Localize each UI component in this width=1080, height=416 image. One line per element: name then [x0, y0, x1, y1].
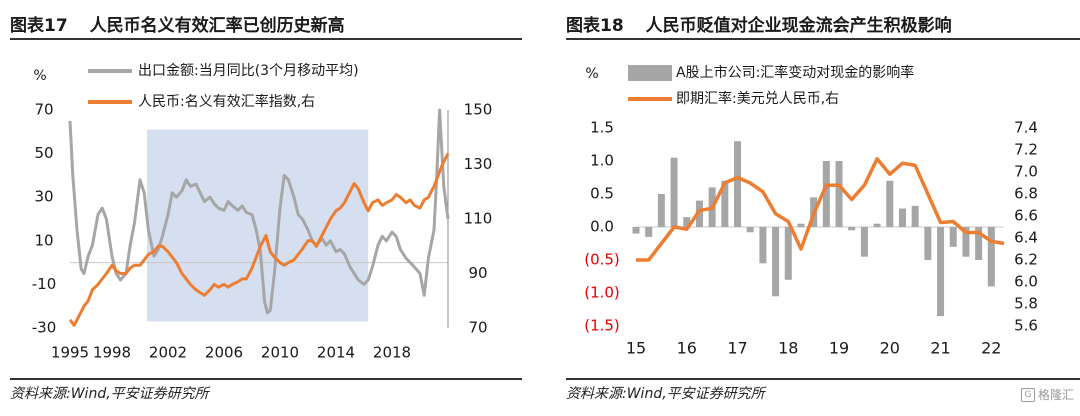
x-tick-label: 21	[930, 339, 950, 358]
y-left-tick-label: -30	[32, 319, 57, 337]
figure-17-panel: 图表17 人民币名义有效汇率已创历史新高 % 70 50 30 10 -10 -30 150 1…	[0, 0, 522, 416]
shaded-period	[147, 129, 369, 322]
fx-impact-bar	[734, 141, 742, 227]
y-right-tick-label: 6.0	[1014, 273, 1038, 291]
legend-label: 人民币:名义有效汇率指数,右	[138, 93, 315, 110]
x-tick-label: 2002	[149, 344, 187, 362]
y-right-tick-label: 5.8	[1014, 295, 1038, 313]
fx-impact-bar	[848, 227, 856, 231]
neer-index-line	[68, 152, 450, 327]
x-tick-label: 16	[677, 339, 697, 358]
fx-impact-bar	[797, 223, 805, 227]
x-tick-label: 1998	[93, 344, 131, 362]
fx-impact-bar	[937, 227, 945, 317]
usdcny-line	[636, 157, 1005, 262]
fx-impact-bar	[987, 227, 995, 287]
y-left-tick-label: 30	[34, 188, 53, 206]
fx-impact-bar	[670, 157, 678, 227]
x-tick-label: 2006	[205, 344, 243, 362]
fx-impact-bar	[962, 227, 970, 257]
x-tick-label: 1995	[51, 344, 89, 362]
y-right-tick-label: 130	[464, 155, 493, 173]
watermark-logo-icon: G	[1020, 387, 1035, 402]
y-left-tick-label: (1.0)	[584, 284, 620, 302]
legend-label: A股上市公司:汇率变动对现金的影响率	[676, 64, 914, 81]
y-left-tick-label: 70	[34, 101, 53, 119]
fx-impact-bar	[835, 161, 843, 227]
x-tick-label: 2018	[373, 344, 411, 362]
fx-impact-bar	[632, 227, 640, 234]
figure-17-source: 资料来源:Wind,平安证券研究所	[10, 378, 522, 406]
y-left-tick-label: 1.5	[590, 119, 614, 137]
fx-impact-bar	[759, 227, 767, 264]
x-tick-label: 18	[778, 339, 798, 358]
fx-impact-bar	[886, 180, 894, 227]
legend-label: 即期汇率:美元兑人民币,右	[676, 90, 839, 107]
fx-impact-bar	[721, 180, 729, 227]
fx-cashflow-chart: % 1.5 1.0 0.5 0.0 (0.5) (1.0) (1.5) 7.4 7.2 7.0 6.8…	[584, 64, 1038, 358]
y-left-tick-label: 50	[34, 144, 53, 162]
rmb-neer-chart: % 70 50 30 10 -10 -30 150 130 110 90 70 1995 1998 2002…	[32, 63, 493, 362]
y-left-tick-label: (0.5)	[584, 251, 620, 269]
y-right-tick-label: 5.6	[1014, 317, 1038, 335]
figure-18-panel: 图表18 人民币贬值对企业现金流会产生积极影响 % 1.5 1.0 0.5 0.0 (0.…	[556, 0, 1080, 416]
left-axis-unit: %	[33, 68, 46, 84]
y-right-tick-label: 110	[464, 210, 493, 228]
figure-18-number: 图表18	[566, 15, 624, 36]
legend-label: 出口金额:当月同比(3个月移动平均)	[138, 63, 359, 79]
x-tick-label: 17	[727, 339, 747, 358]
y-right-tick-label: 6.4	[1014, 229, 1038, 247]
export-yoy-line	[68, 108, 450, 315]
fx-impact-bar	[822, 161, 830, 227]
y-left-tick-label: 0.5	[590, 185, 614, 203]
y-left-tick-label: (1.5)	[584, 317, 620, 335]
y-right-tick-label: 6.8	[1014, 185, 1038, 203]
fx-impact-bar	[975, 227, 983, 260]
fx-impact-bar	[784, 227, 792, 280]
fx-impact-bar	[860, 227, 868, 257]
y-right-tick-label: 150	[464, 101, 493, 119]
x-tick-label: 20	[880, 339, 900, 358]
fx-impact-bar	[924, 227, 932, 260]
legend-bar-swatch	[628, 65, 672, 81]
left-axis-unit: %	[585, 66, 598, 82]
y-right-tick-label: 90	[468, 264, 487, 282]
figure-18-title: 人民币贬值对企业现金流会产生积极影响	[645, 15, 952, 36]
x-tick-label: 2014	[317, 344, 355, 362]
y-right-tick-label: 70	[468, 319, 487, 337]
fx-impact-bar	[898, 208, 906, 227]
fx-impact-bar	[645, 227, 653, 237]
figure-17-title: 人民币名义有效汇率已创历史新高	[89, 15, 345, 36]
x-tick-label: 19	[829, 339, 849, 358]
figure-18-source: 资料来源:Wind,平安证券研究所	[566, 378, 1080, 406]
y-right-tick-label: 6.2	[1014, 251, 1038, 269]
watermark: G 格隆汇	[1020, 386, 1074, 403]
watermark-text: 格隆汇	[1037, 388, 1074, 402]
fx-impact-bar	[683, 217, 691, 227]
figure-17-title-bar: 图表17 人民币名义有效汇率已创历史新高	[10, 8, 522, 40]
fx-impact-bar	[746, 227, 754, 233]
y-left-tick-label: 0.0	[590, 218, 614, 236]
y-right-tick-label: 6.6	[1014, 207, 1038, 225]
figure-17-number: 图表17	[10, 15, 68, 36]
fx-impact-bar	[949, 227, 957, 247]
y-left-tick-label: 10	[34, 231, 53, 249]
fx-impact-bar	[695, 200, 703, 227]
y-left-tick-label: -10	[32, 275, 57, 293]
figure-18-title-bar: 图表18 人民币贬值对企业现金流会产生积极影响	[566, 8, 1080, 40]
x-tick-label: 22	[981, 339, 1001, 358]
y-left-tick-label: 1.0	[590, 152, 614, 170]
fx-impact-bar	[873, 223, 881, 227]
y-right-tick-label: 7.2	[1014, 141, 1038, 159]
fx-impact-bar	[772, 227, 780, 297]
y-right-tick-label: 7.4	[1014, 119, 1038, 137]
y-right-tick-label: 7.0	[1014, 163, 1038, 181]
fx-impact-bar	[657, 194, 665, 227]
x-tick-label: 15	[626, 339, 646, 358]
x-tick-label: 2010	[261, 344, 299, 362]
fx-impact-bar	[911, 205, 919, 227]
